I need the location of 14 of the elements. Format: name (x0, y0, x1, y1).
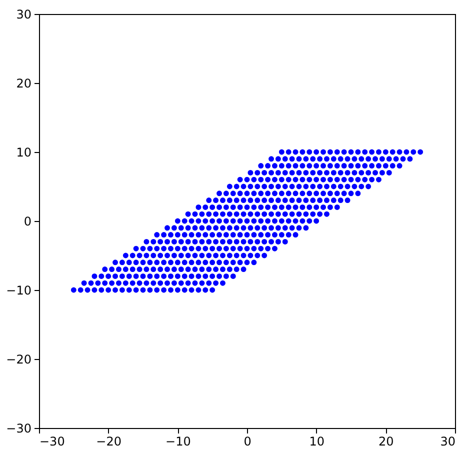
x-tick-label: 10 (309, 434, 324, 448)
x-tick-label: −20 (96, 434, 122, 448)
x-tick-label: 30 (440, 434, 456, 448)
y-tick-label: −10 (6, 284, 32, 298)
y-tick-label: −30 (6, 422, 32, 436)
y-tick-label: 30 (16, 8, 32, 22)
x-tick-label: 20 (378, 434, 394, 448)
x-tick-label: −10 (166, 434, 191, 448)
y-tick-label: −20 (6, 352, 32, 366)
y-tick-label: 10 (16, 146, 32, 160)
y-tick-label: 20 (16, 76, 32, 90)
x-tick-label: 0 (244, 434, 252, 448)
y-tick-label: 0 (24, 214, 32, 228)
x-tick-label: −30 (40, 434, 65, 448)
